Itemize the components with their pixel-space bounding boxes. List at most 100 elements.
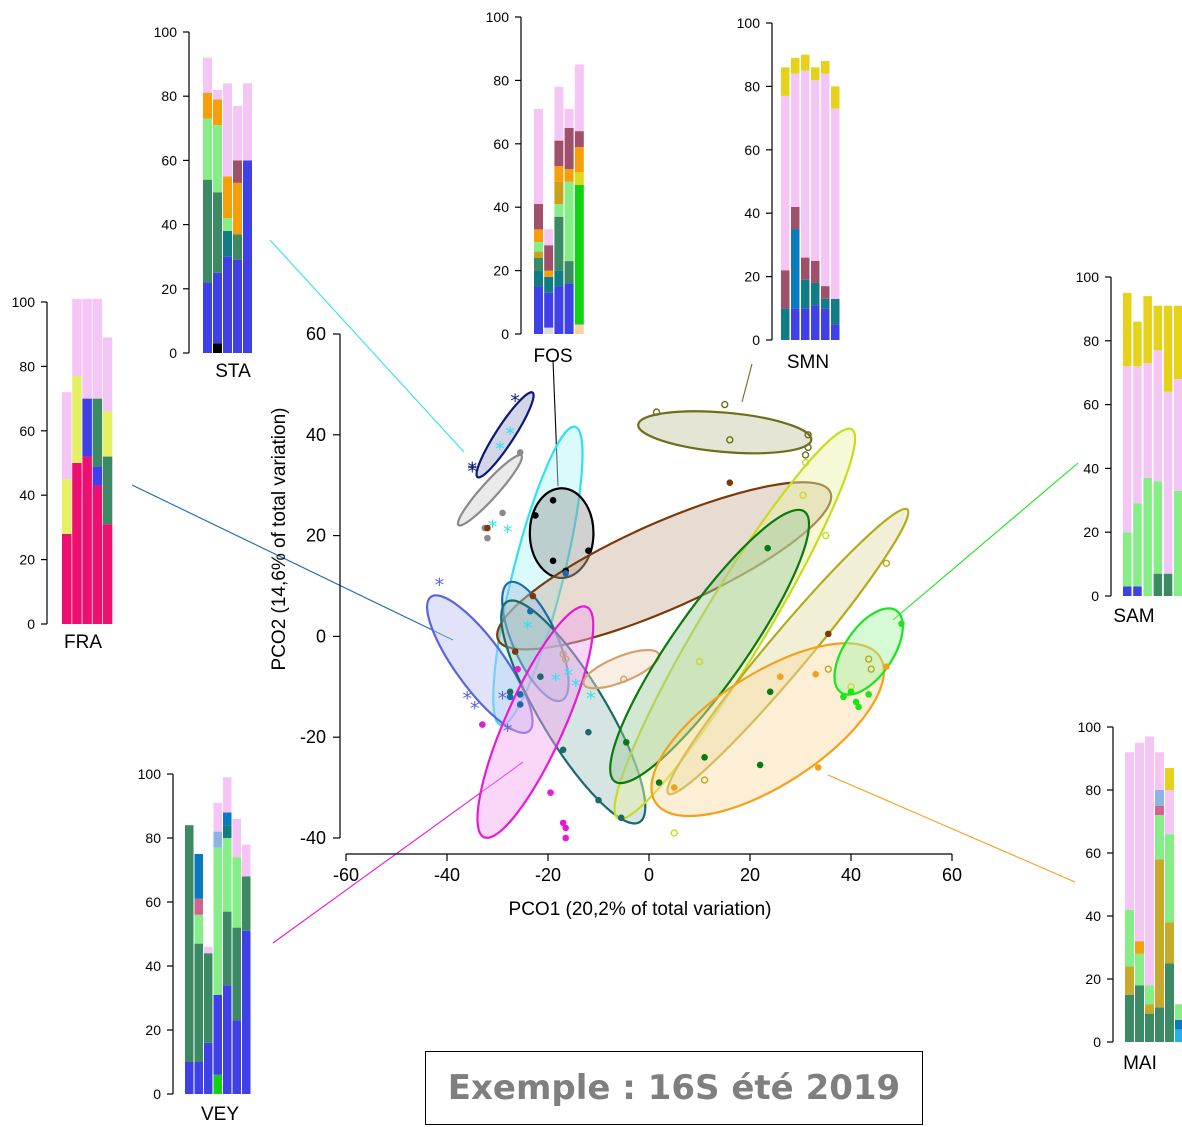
inset-bar-segment	[232, 1020, 241, 1094]
inset-bar-segment	[1143, 477, 1152, 596]
inset-bar-segment	[213, 125, 222, 193]
inset-bar-segment	[554, 286, 564, 334]
data-point	[562, 570, 569, 577]
inset-bar-segment	[1174, 490, 1182, 596]
inset-bar-segment	[534, 270, 543, 287]
inset-bar-segment	[554, 204, 564, 217]
data-point	[537, 673, 544, 681]
data-point	[777, 673, 784, 681]
inset-label: FOS	[533, 346, 572, 367]
data-point	[670, 829, 678, 837]
inset-bar-segment	[1135, 953, 1144, 986]
inset-bar-segment	[544, 270, 554, 277]
inset-bar-segment	[102, 524, 113, 624]
x-tick-label: 0	[644, 865, 654, 885]
connector-line	[892, 462, 1079, 621]
data-point	[585, 547, 592, 555]
inset-bar-segment	[194, 943, 203, 1062]
data-point	[562, 834, 569, 842]
inset-bar-segment	[1123, 292, 1132, 367]
inset-bar-segment	[544, 292, 554, 328]
inset-smn: 0 20 40 60 80 100 SMN	[737, 15, 840, 373]
inset-tick-label: 0	[752, 332, 760, 348]
inset-bar-segment	[233, 182, 242, 235]
inset-tick-label: 80	[161, 88, 177, 104]
inset-bar-segment	[801, 54, 810, 71]
data-point	[516, 701, 524, 708]
y-tick-label: 40	[306, 425, 326, 445]
pco-scatter-plot: ******** ********* -60 -40 -20 0 20 40 60 -40 -2…	[269, 324, 962, 920]
inset-bar-segment	[223, 176, 232, 219]
inset-bar-segment	[213, 831, 222, 848]
inset-bar-segment	[1125, 909, 1134, 967]
inset-bar-segment	[821, 286, 830, 299]
inset-bar-segment	[544, 327, 554, 334]
inset-tick-label: 20	[1085, 971, 1101, 987]
inset-bar-segment	[781, 95, 790, 271]
inset-bar-segment	[242, 930, 251, 1094]
data-point: *	[571, 675, 581, 697]
inset-bar-segment	[203, 179, 212, 283]
inset-label: FRA	[64, 632, 102, 653]
inset-tick-label: 100	[737, 15, 761, 31]
inset-bar-segment	[1155, 859, 1164, 1008]
y-tick-label: -40	[300, 828, 326, 848]
data-point: *	[468, 459, 478, 481]
inset-tick-label: 100	[486, 9, 510, 25]
y-axis-ticks: -40 -20 0 20 40 60	[300, 324, 340, 848]
inset-bar-segment	[801, 279, 810, 309]
inset-bar-segment	[1163, 305, 1173, 392]
data-point	[506, 688, 514, 696]
inset-tick-label: 40	[1085, 908, 1101, 924]
caption-text: Exemple : 16S été 2019	[447, 1068, 901, 1108]
inset-bar-segment	[1123, 366, 1132, 533]
inset-bar-segment	[791, 57, 800, 74]
x-tick-label: -20	[535, 865, 561, 885]
inset-bar-segment	[1133, 366, 1142, 504]
x-tick-label: -40	[434, 865, 460, 885]
inset-bar-segment	[92, 398, 103, 467]
data-point	[824, 665, 832, 673]
data-point	[532, 512, 539, 519]
data-point	[804, 443, 812, 452]
connector-line	[131, 484, 454, 641]
inset-bar-segment	[223, 911, 232, 986]
data-point	[864, 655, 873, 663]
inset-label: VEY	[201, 1104, 239, 1125]
inset-bar-segment	[1175, 1004, 1182, 1020]
data-point	[883, 663, 890, 670]
inset-bar-segment	[534, 242, 543, 252]
inset-bar-segment	[1165, 790, 1174, 835]
x-tick-label: 60	[942, 865, 962, 885]
inset-bar-segment	[232, 818, 241, 858]
inset-tick-label: 20	[19, 552, 35, 568]
data-point	[547, 789, 554, 796]
inset-fos: 0 20 40 60 80 100 FOS	[486, 9, 584, 367]
data-point: *	[498, 688, 508, 710]
data-point: *	[435, 574, 445, 596]
inset-bar-segment	[82, 298, 92, 399]
inset-bar-segment	[564, 169, 574, 182]
inset-tick-label: 20	[1083, 524, 1099, 540]
inset-bar-segment	[821, 298, 830, 309]
inset-bar-segment	[811, 260, 820, 283]
data-point	[559, 819, 567, 827]
group-ellipse	[609, 508, 811, 785]
data-point	[585, 728, 592, 736]
inset-bar-segment	[564, 283, 574, 334]
inset-bar-segment	[194, 898, 203, 915]
inset-bar-segment	[1135, 941, 1144, 954]
inset-bar-segment	[194, 1062, 203, 1094]
data-point	[766, 688, 774, 696]
data-point	[561, 655, 570, 663]
inset-bar-segment	[821, 61, 830, 74]
inset-bar-segment	[185, 1062, 194, 1094]
inset-bar-segment	[564, 261, 574, 284]
data-point	[855, 703, 862, 711]
inset-bar-segment	[1125, 966, 1134, 995]
data-point	[799, 491, 807, 499]
y-tick-label: -20	[300, 727, 326, 747]
connector-line	[552, 359, 559, 487]
inset-bar-segment	[72, 463, 82, 624]
inset-bar-segment	[213, 802, 222, 832]
